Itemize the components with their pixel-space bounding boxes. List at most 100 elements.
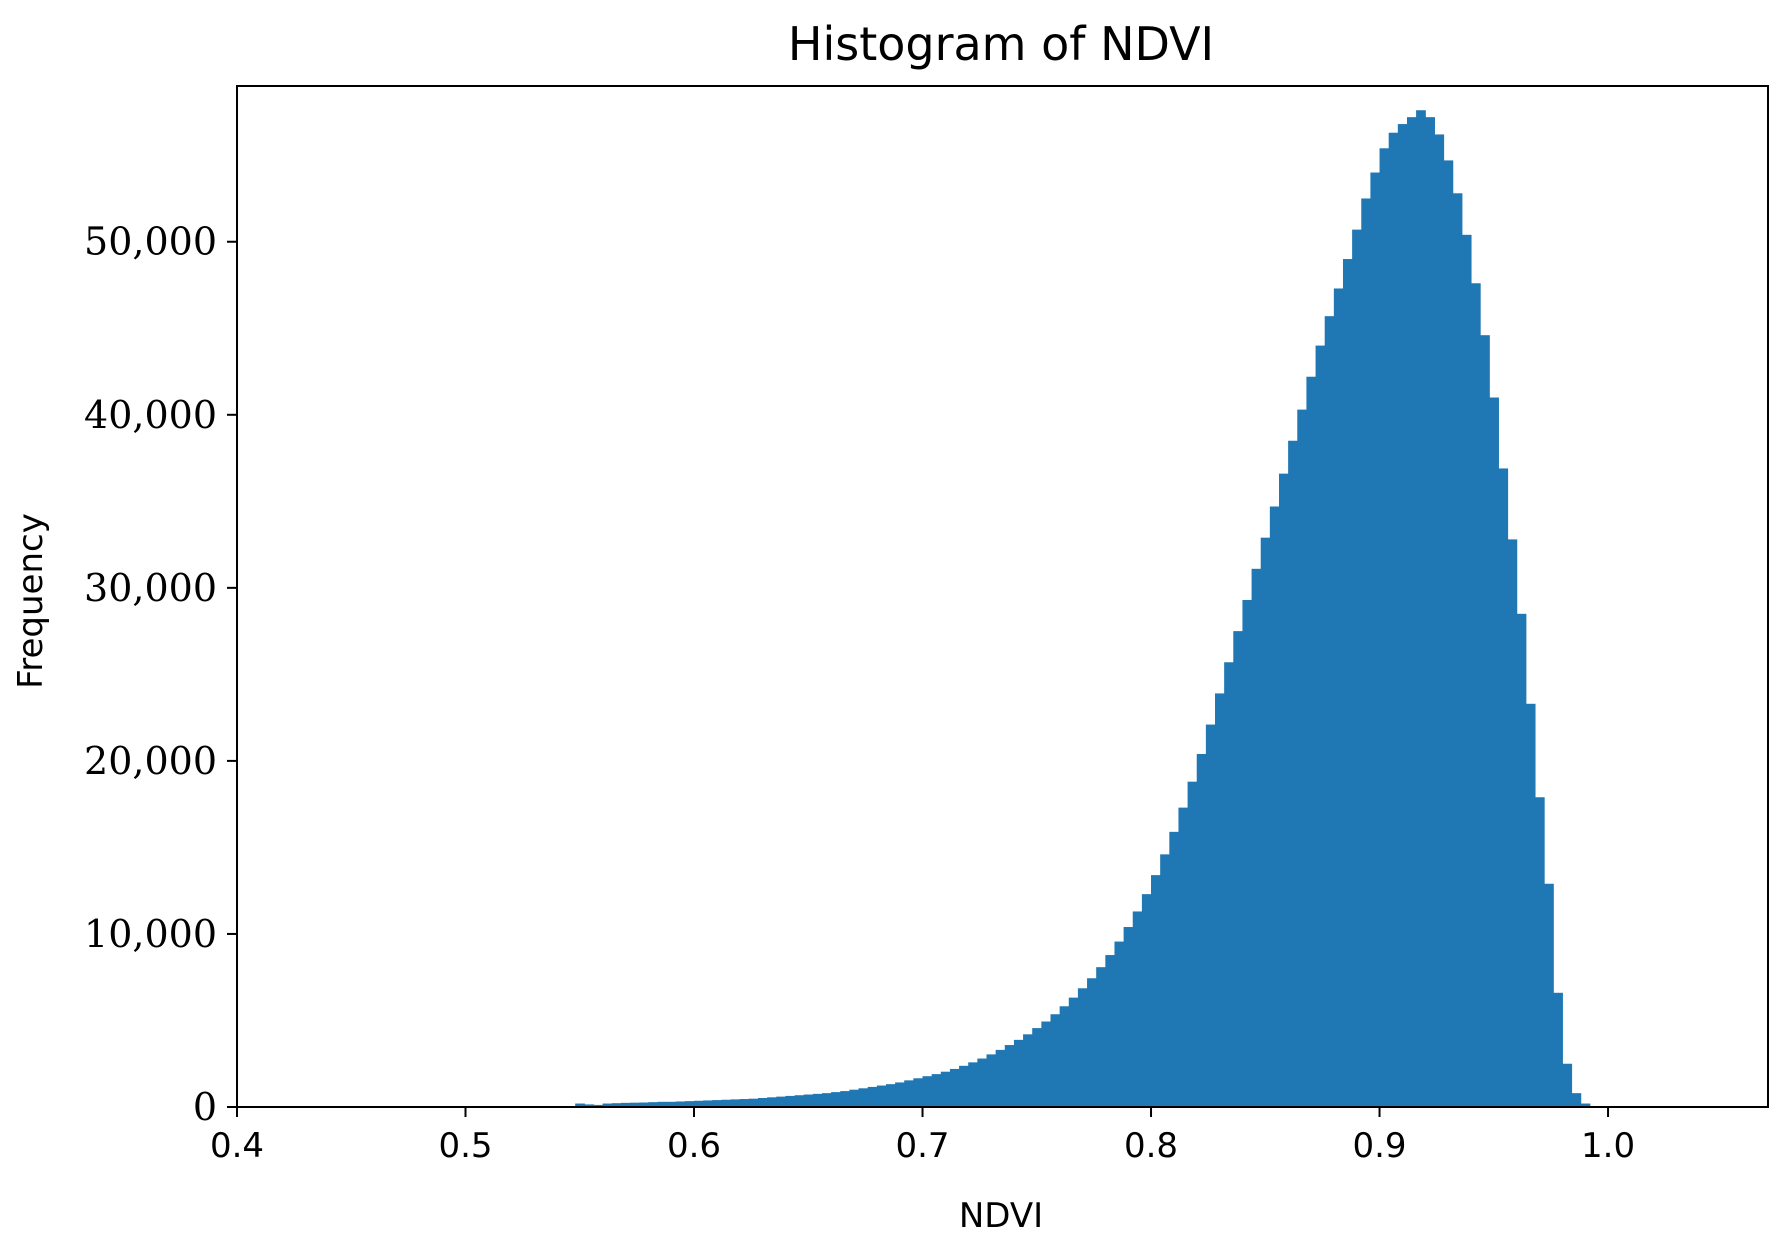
histogram-bar: [840, 1091, 850, 1107]
histogram-bar: [1333, 288, 1344, 1108]
histogram-bar: [1123, 927, 1134, 1107]
histogram-bar: [1342, 259, 1353, 1107]
histogram-bar: [876, 1085, 887, 1107]
y-axis-ticks: 0 10,000 20,000 30,000 40,000 50,000: [84, 220, 237, 1129]
y-tick-label: 40,000: [84, 393, 217, 437]
x-tick-label: 0.4: [210, 1126, 264, 1166]
histogram-bar: [931, 1074, 942, 1107]
histogram-bar: [721, 1099, 732, 1107]
histogram-bar: [1516, 613, 1527, 1107]
histogram-bar: [630, 1102, 640, 1107]
histogram-bar: [785, 1095, 796, 1107]
histogram-bars: [575, 110, 1600, 1108]
histogram-bar: [1278, 473, 1289, 1107]
histogram-bar: [1379, 148, 1390, 1108]
x-tick-label: 0.5: [438, 1126, 492, 1166]
histogram-bar: [922, 1076, 933, 1107]
histogram-bar: [1461, 234, 1472, 1107]
histogram-bar: [712, 1100, 723, 1107]
histogram-bar: [1388, 132, 1399, 1108]
histogram-bar: [986, 1054, 997, 1107]
histogram-bar: [885, 1084, 896, 1107]
histogram-bar: [1077, 988, 1088, 1107]
histogram-bar: [694, 1100, 704, 1107]
histogram-bar: [913, 1078, 924, 1107]
histogram-bar: [620, 1102, 631, 1107]
histogram-bar: [867, 1086, 878, 1107]
histogram-bar: [611, 1103, 622, 1107]
histogram-bar: [1050, 1014, 1061, 1107]
histogram-bar: [858, 1088, 869, 1107]
histogram-bar: [1470, 283, 1481, 1107]
histogram-bar: [849, 1089, 860, 1107]
x-tick-label: 0.7: [895, 1126, 949, 1166]
histogram-bar: [1269, 506, 1280, 1107]
y-axis-label: Frequency: [11, 513, 51, 689]
histogram-bar: [1141, 894, 1152, 1107]
histogram-bar: [1041, 1021, 1052, 1107]
histogram-bar: [776, 1096, 787, 1107]
histogram-bar: [1068, 997, 1079, 1107]
histogram-bar: [593, 1104, 604, 1107]
histogram-bar: [648, 1102, 659, 1107]
histogram-bar: [1498, 468, 1509, 1107]
histogram-bar: [748, 1098, 759, 1107]
histogram-bar: [794, 1095, 805, 1107]
plot-area-frame: [236, 85, 1769, 1108]
histogram-bar: [1306, 376, 1317, 1108]
histogram-bar: [1406, 117, 1417, 1107]
histogram-bar: [831, 1092, 841, 1107]
histogram-bar: [1571, 1093, 1582, 1107]
histogram-bar: [949, 1068, 960, 1107]
histogram-bar: [977, 1058, 988, 1107]
histogram-bar: [739, 1099, 750, 1107]
histogram-bar: [575, 1103, 585, 1107]
histogram-bar: [1544, 883, 1554, 1107]
y-tick-label: 50,000: [84, 220, 217, 264]
histogram-bar: [904, 1080, 914, 1107]
histogram-bar: [730, 1099, 741, 1107]
histogram-bar: [995, 1049, 1006, 1107]
histogram-bar: [1297, 409, 1308, 1107]
histogram-bar: [684, 1101, 695, 1107]
histogram-bar: [1361, 198, 1371, 1108]
histogram-bar: [758, 1098, 768, 1107]
y-tick-label: 30,000: [84, 566, 217, 610]
histogram-bar: [767, 1097, 777, 1107]
histogram-bar: [1013, 1039, 1024, 1107]
histogram-bar: [803, 1094, 814, 1107]
histogram-bar: [895, 1082, 905, 1107]
histogram-bar: [1096, 967, 1106, 1107]
histogram-bar: [1434, 134, 1445, 1107]
histogram-bar: [821, 1093, 832, 1107]
histogram-bar: [1260, 537, 1271, 1107]
y-tick-label: 10,000: [84, 912, 217, 956]
histogram-bar: [1315, 345, 1326, 1108]
histogram-bar: [1023, 1034, 1033, 1107]
histogram-bar: [1205, 724, 1216, 1107]
histogram-bar: [968, 1062, 978, 1107]
histogram-bar: [602, 1103, 613, 1107]
histogram-bar: [1525, 703, 1536, 1107]
chart-title: Histogram of NDVI: [788, 17, 1214, 71]
histogram-bar: [1178, 807, 1189, 1107]
histogram-bar: [1087, 978, 1097, 1107]
histogram-bar: [1251, 568, 1262, 1107]
histogram-bar: [1416, 110, 1426, 1108]
histogram-bar: [1562, 1063, 1573, 1107]
histogram-bar: [1242, 599, 1253, 1107]
x-tick-label: 0.8: [1124, 1126, 1178, 1166]
histogram-bar: [1480, 335, 1490, 1107]
histogram-bar: [1105, 955, 1116, 1107]
histogram-bar: [1288, 440, 1298, 1107]
histogram-bar: [666, 1101, 677, 1107]
histogram-bar: [703, 1100, 713, 1107]
histogram-bar: [1004, 1045, 1015, 1107]
histogram-bar: [1580, 1103, 1591, 1107]
histogram-bar: [657, 1101, 668, 1107]
histogram-bar: [940, 1071, 951, 1107]
histogram-bar: [1324, 316, 1335, 1107]
histogram-bar: [812, 1093, 823, 1107]
histogram-bar: [1507, 539, 1518, 1107]
